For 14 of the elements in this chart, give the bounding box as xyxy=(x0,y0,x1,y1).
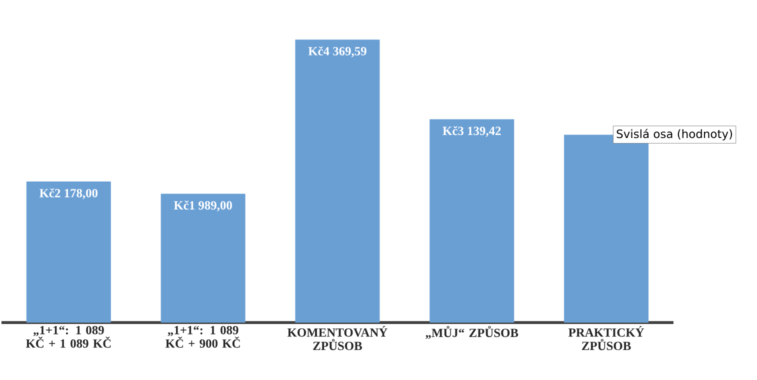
x-tick-label: „1+1“: 1 089 KČ + 900 KČ xyxy=(166,326,240,348)
x-tick-label: „1+1“: 1 089 KČ + 1 089 KČ xyxy=(26,326,111,348)
x-tick-label: KOMENTOVANÝ ZPŮSOB xyxy=(287,326,388,350)
data-label: Kč1 989,00 xyxy=(174,200,232,212)
bar xyxy=(160,194,246,322)
bar xyxy=(26,181,111,322)
annotation: Svislá osa (hodnoty) xyxy=(616,128,732,140)
x-tick-label: PRAKTICKÝ ZPŮSOB xyxy=(568,326,644,350)
bar xyxy=(295,40,380,322)
x-tick-label: „MŮJ“ ZPŮSOB xyxy=(426,326,518,339)
bar xyxy=(430,119,514,322)
data-label: Kč3 139,42 xyxy=(442,126,501,137)
data-label: Kč2 178,00 xyxy=(40,188,98,200)
data-label: Kč4 369,59 xyxy=(308,46,366,58)
